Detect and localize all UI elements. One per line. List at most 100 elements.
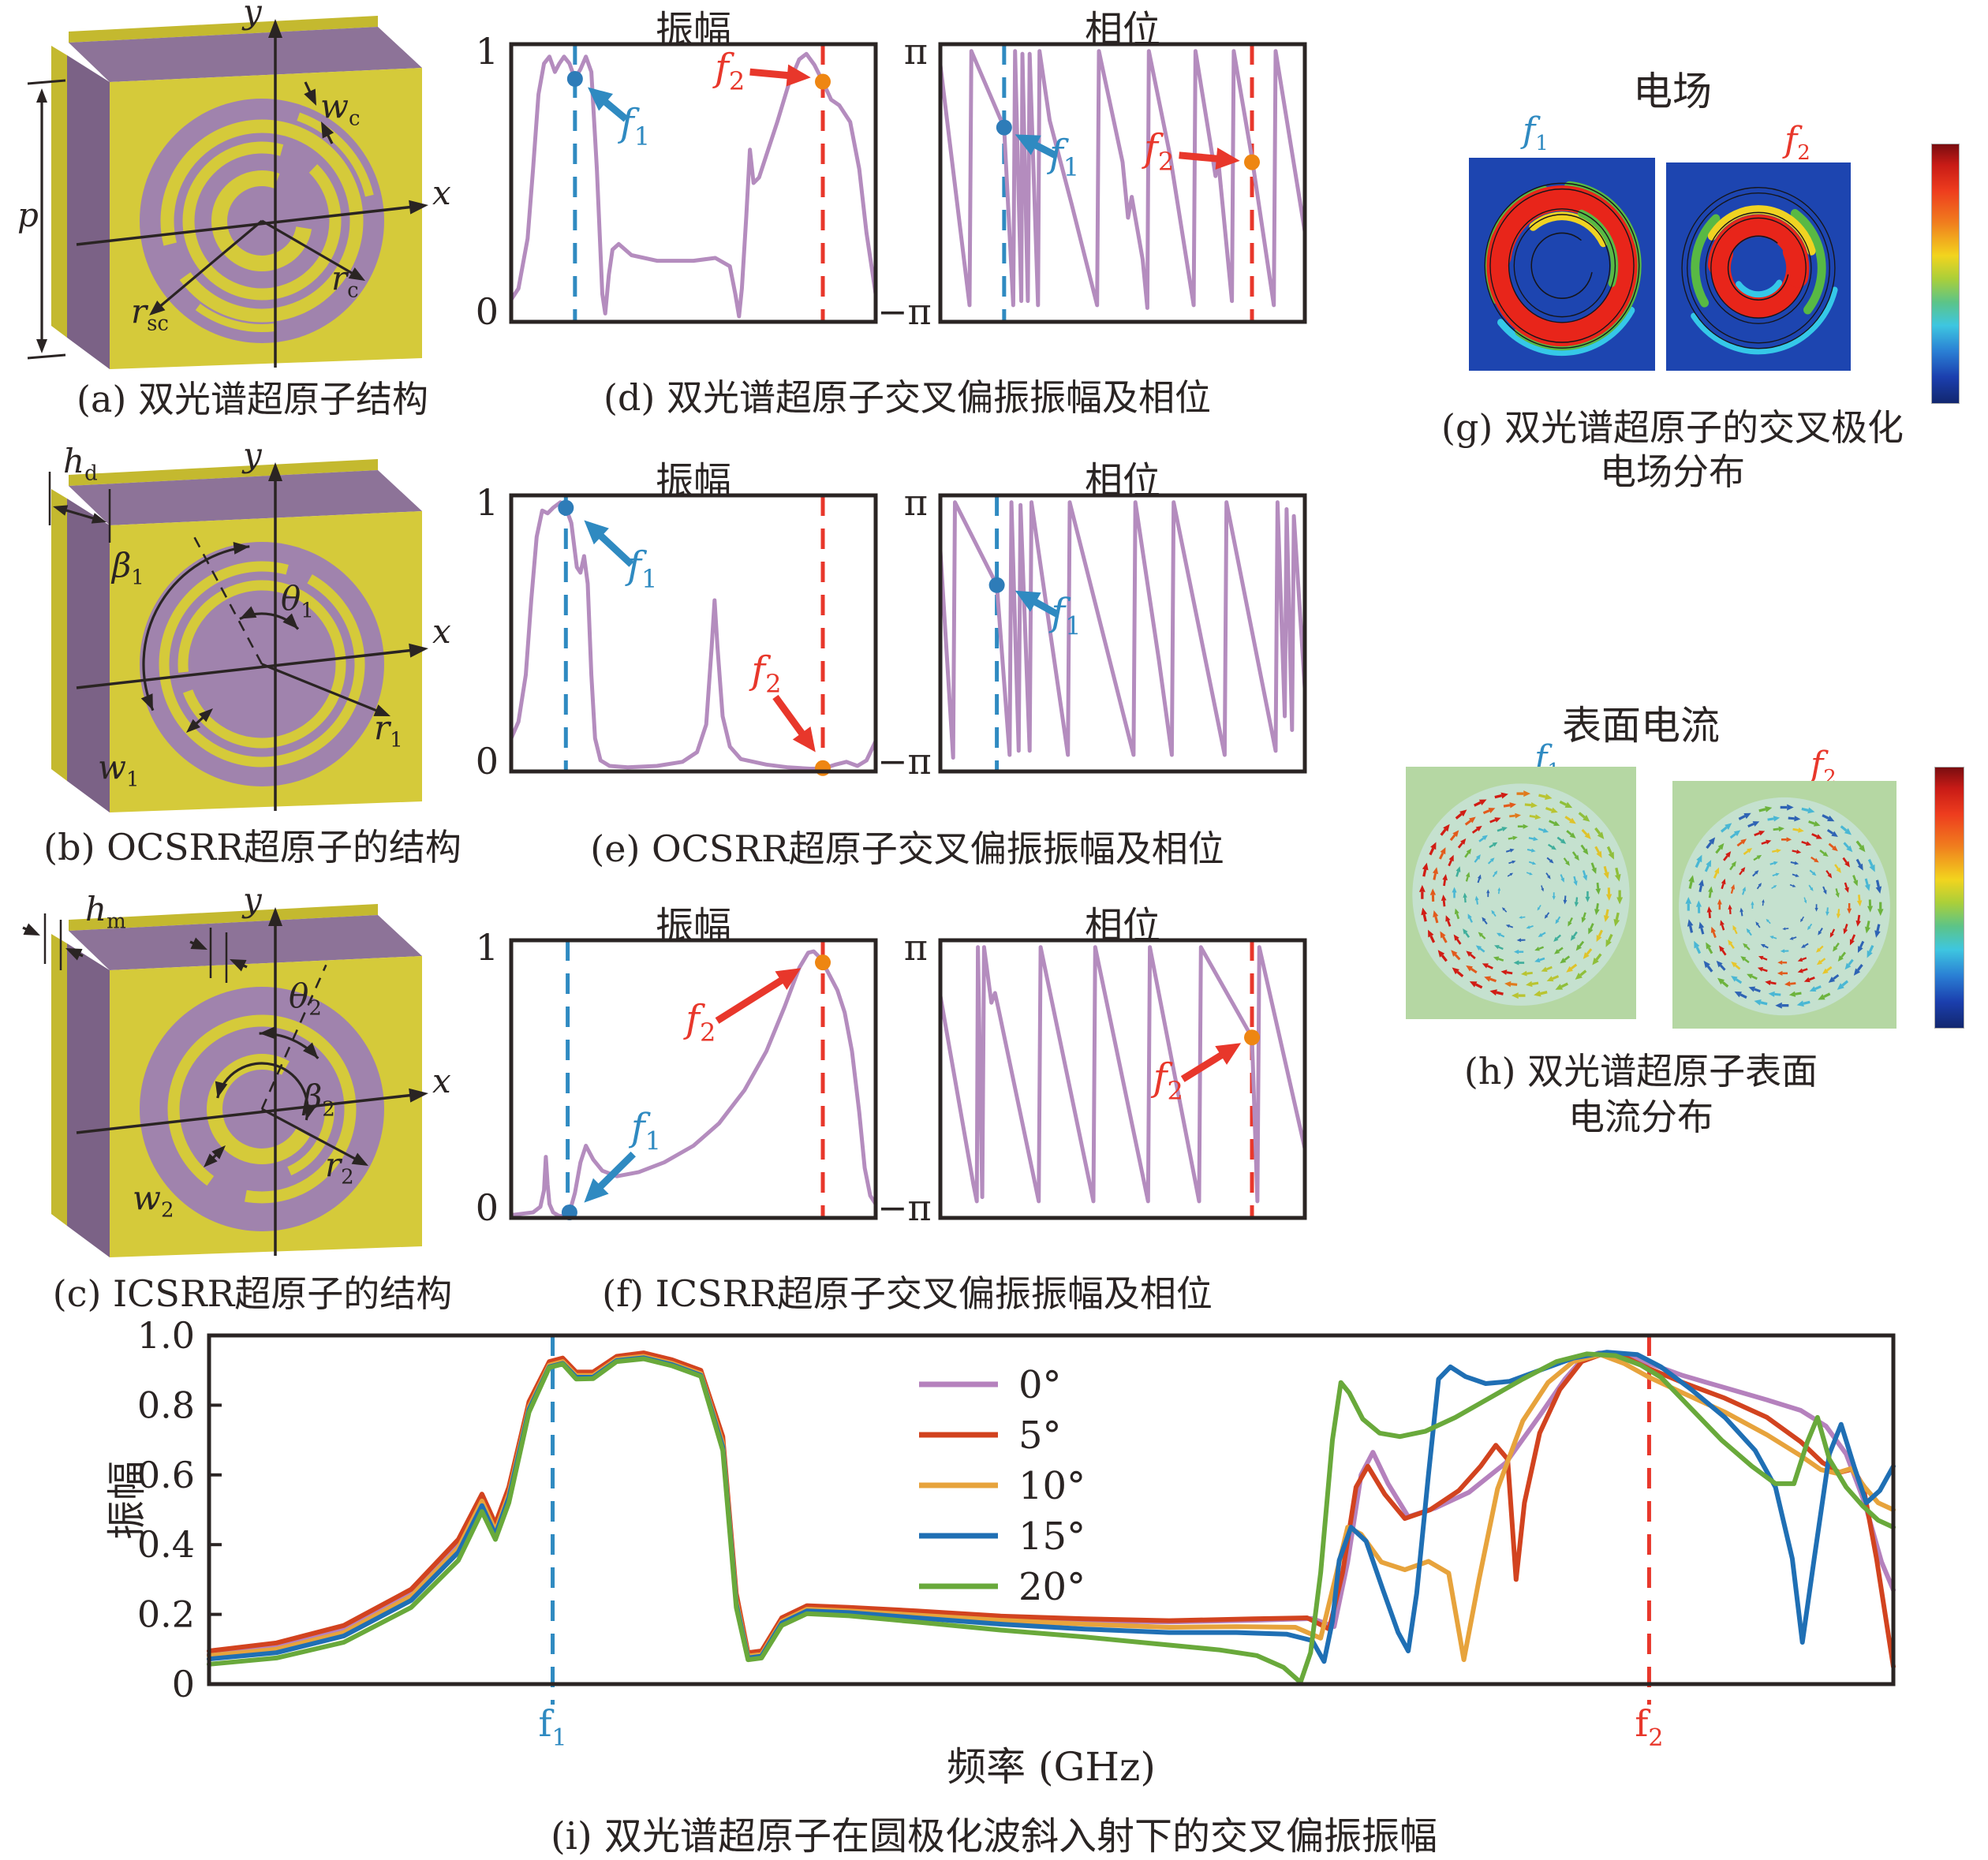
dim-label-beta1: β1 <box>112 546 144 589</box>
ytick-top: 1 <box>448 30 499 73</box>
ytick-top: 1 <box>448 926 499 969</box>
dim-label-w2: w2 <box>133 1178 174 1222</box>
ytick-label: 0.2 <box>137 1593 195 1636</box>
legend-label: 5° <box>1018 1414 1062 1458</box>
structure-3d-b <box>17 450 467 820</box>
marker-dot <box>558 500 574 516</box>
annotation-label: f1 <box>1048 591 1081 641</box>
marker-dot <box>1244 155 1260 170</box>
panel-d-caption: (d) 双光谱超原子交叉偏振振幅及相位 <box>489 369 1325 421</box>
dim-label-rc: rc <box>331 259 359 302</box>
ytick-top: π <box>877 926 928 969</box>
panel-i-caption: (i) 双光谱超原子在圆极化波斜入射下的交叉偏振振幅 <box>0 1805 1988 1860</box>
panel-g-f2-label: f2 <box>1784 120 1810 165</box>
d_amp-svg: f1 f2 <box>511 44 876 322</box>
structure-3d-c <box>17 895 467 1265</box>
marker-dot <box>815 760 831 776</box>
panel-a-caption: (a) 双光谱超原子结构 <box>0 371 505 423</box>
chart-e-phase: 相位 π −π f1 <box>940 495 1305 771</box>
panel-g-f1-label: f1 <box>1523 110 1549 155</box>
dim-label-r2: r2 <box>325 1145 354 1189</box>
g_f1-svg <box>1469 158 1655 371</box>
ytick-bottom: 0 <box>448 1186 499 1229</box>
ytick-label: 0.8 <box>137 1384 195 1426</box>
panel-f-caption: (f) ICSRR超原子交叉偏振振幅及相位 <box>489 1265 1325 1317</box>
colorbar-current <box>1934 767 1964 1029</box>
annotation-label: f2 <box>712 46 745 96</box>
ytick-bottom: −π <box>877 1186 928 1229</box>
efield-map-f1 <box>1469 158 1655 371</box>
annotation-label: f2 <box>683 997 716 1048</box>
annotation-label: f1 <box>625 543 657 594</box>
axis-label-y: y <box>243 880 262 919</box>
panel-g-title: 电场 <box>1412 60 1933 117</box>
dim-label-hm: hm <box>85 890 126 933</box>
efield-map-f2 <box>1666 162 1851 371</box>
colorbar-efield <box>1931 144 1960 404</box>
marker-dot <box>815 74 831 90</box>
current-map-f1-svg <box>1406 767 1636 1019</box>
marker-dot <box>567 71 583 87</box>
annotation-label: f1 <box>1047 132 1079 182</box>
dim-label-p: p <box>17 196 39 234</box>
panel-b-caption: (b) OCSRR超原子的结构 <box>0 819 505 871</box>
structure-3d-a <box>17 6 467 377</box>
annotation-label: f1 <box>629 1105 661 1156</box>
marker-dot <box>989 577 1005 593</box>
panel-e-caption: (e) OCSRR超原子交叉偏振振幅及相位 <box>489 820 1325 872</box>
legend-label: 20° <box>1018 1565 1086 1609</box>
panel-c-caption: (c) ICSRR超原子的结构 <box>0 1265 505 1317</box>
ytick-bottom: −π <box>877 740 928 782</box>
ytick-bottom: 0 <box>448 740 499 782</box>
axis-label-x: x <box>432 612 451 651</box>
marker-dot <box>815 954 831 970</box>
current-map-f2-svg <box>1672 781 1896 1029</box>
ytick-bottom: 0 <box>448 290 499 333</box>
e_phase-svg: f1 <box>940 495 1305 771</box>
legend-label: 0° <box>1018 1363 1062 1407</box>
dim-label-rsc: rsc <box>131 292 169 335</box>
annotation-label: f1 <box>618 101 650 151</box>
chart-i-xlabel: 频率 (GHz) <box>209 1735 1893 1792</box>
panel-c-structure: y x hm θ2 β2 w2 r2 <box>17 895 467 1265</box>
annotation-label: f2 <box>749 648 781 699</box>
ytick-label: 0 <box>172 1663 195 1705</box>
axis-label-x: x <box>432 1062 451 1100</box>
ytick-label: 1.0 <box>137 1314 195 1357</box>
ytick-bottom: −π <box>877 290 928 333</box>
marker-dot <box>996 120 1012 136</box>
axis-label-y: y <box>243 0 262 31</box>
f_phase-svg: f2 <box>940 940 1305 1218</box>
f_amp-svg: f1 f2 <box>511 940 876 1218</box>
panel-g-caption-line2: 电场分布 <box>1412 443 1933 495</box>
axis-label-x: x <box>432 174 451 212</box>
dim-label-theta1: θ1 <box>281 579 314 622</box>
panel-h-caption-line2: 电流分布 <box>1381 1089 1901 1141</box>
panel-a-structure: y x p wc rsc rc <box>17 6 467 377</box>
legend-label: 15° <box>1018 1515 1086 1559</box>
panel-h-title: 表面电流 <box>1381 694 1901 751</box>
e_amp-svg: f1 f2 <box>511 495 876 771</box>
panel-h-caption-line1: (h) 双光谱超原子表面 <box>1381 1043 1901 1095</box>
current-map-f2 <box>1672 781 1896 1029</box>
ytick-top: π <box>877 30 928 73</box>
dim-label-hd: hd <box>63 442 98 485</box>
annotation-label: f2 <box>1151 1055 1183 1106</box>
g_f2-svg <box>1666 162 1851 371</box>
dim-label-w1: w1 <box>98 748 140 791</box>
dim-label-beta2: β2 <box>303 1078 335 1121</box>
current-map-f1 <box>1406 767 1636 1019</box>
dim-label-wc: wc <box>320 87 361 130</box>
chart-f-phase: 相位 π −π f2 <box>940 940 1305 1218</box>
dim-label-theta2: θ2 <box>289 977 322 1020</box>
legend-label: 10° <box>1018 1464 1086 1508</box>
chart-i-ylabel: 振幅 <box>95 1437 152 1563</box>
